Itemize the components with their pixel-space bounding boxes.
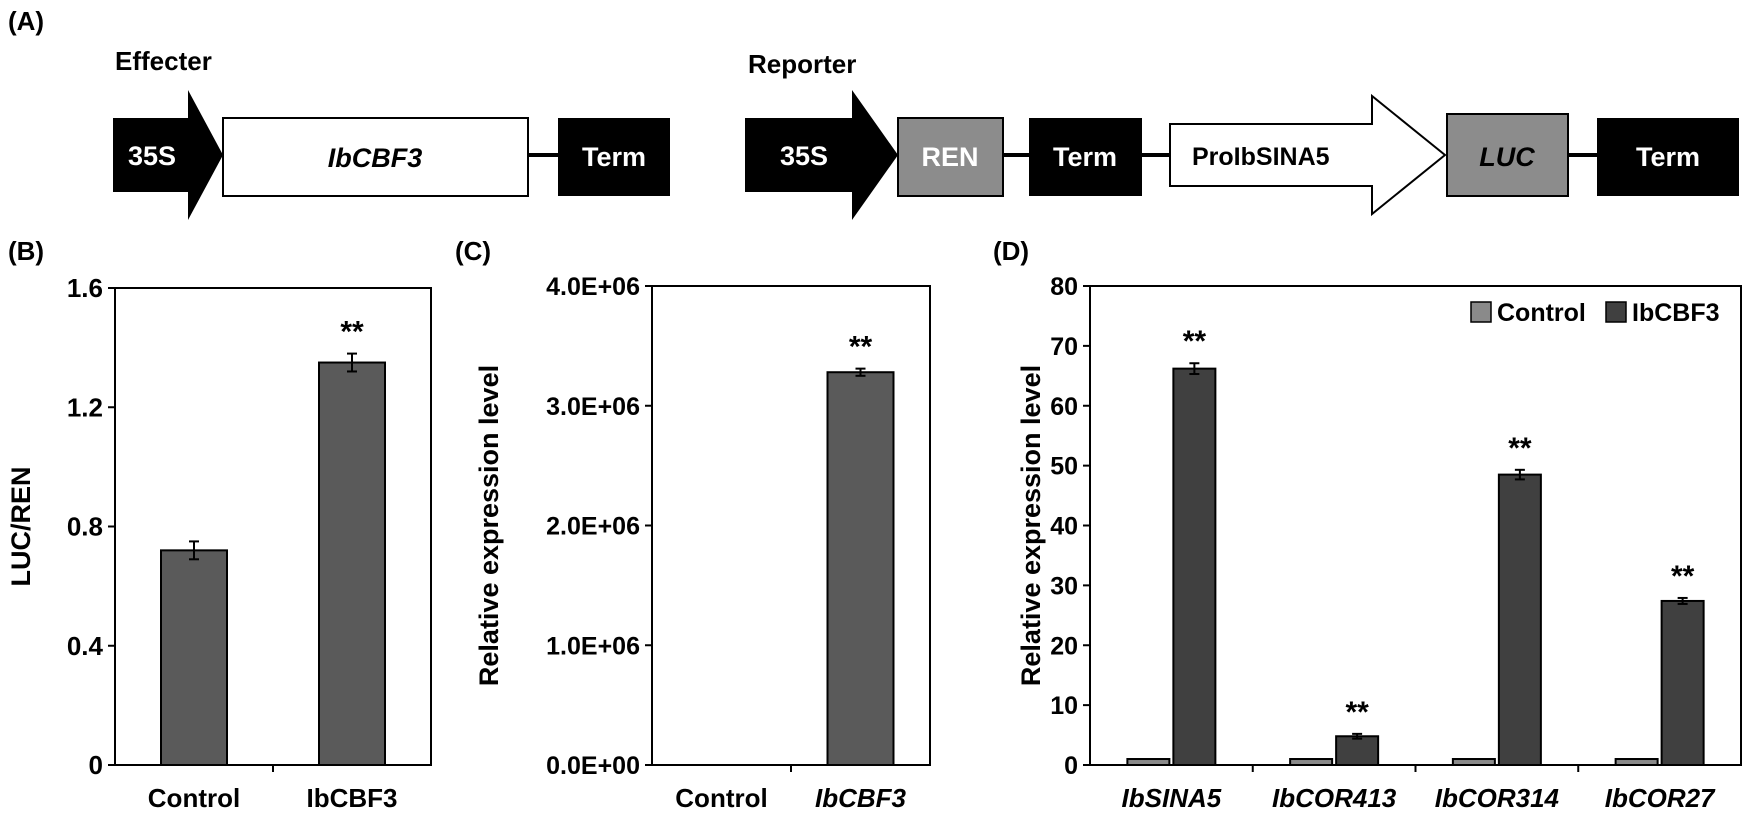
x-category-label: IbCBF3 <box>815 783 907 813</box>
y-tick-label: 60 <box>1050 393 1078 421</box>
effecter-gene-box <box>222 117 529 197</box>
effecter-terminator-box <box>558 118 670 196</box>
reporter-terminator-1-label: Term <box>1053 142 1117 172</box>
bar-ibcbf3 <box>1497 473 1542 766</box>
bar-ibcbf3 <box>1172 367 1217 766</box>
chart-b: 0 0.4 0.8 1.2 1.6 LUC/REN Control IbCBF3 ** <box>6 273 432 813</box>
y-tick-label: 4.0E+06 <box>546 273 640 301</box>
x-category-label: IbCOR413 <box>1272 783 1397 813</box>
reporter-luc-box <box>1446 113 1569 197</box>
y-tick-label: 2.0E+06 <box>546 513 640 541</box>
significance-marker: ** <box>1345 696 1369 729</box>
reporter-terminator-1-box <box>1029 118 1142 196</box>
effecter-construct: Effecter 35S IbCBF3 Term <box>113 46 670 220</box>
significance-marker: ** <box>1508 432 1532 465</box>
x-category-label: Control <box>148 783 240 813</box>
y-tick-label: 30 <box>1050 572 1078 600</box>
x-category-label: IbCOR314 <box>1435 783 1560 813</box>
x-category-label: IbSINA5 <box>1122 783 1222 813</box>
y-tick-label: 20 <box>1050 632 1078 660</box>
reporter-luc-label: LUC <box>1479 142 1535 172</box>
y-axis-label: Relative expression level <box>474 365 504 686</box>
y-tick-label: 1.6 <box>67 273 103 303</box>
chart-d: 0 10 20 30 40 50 60 70 80 Relative expression lev… <box>1016 273 1742 813</box>
bar-ibcbf3 <box>1335 735 1380 767</box>
significance-marker: ** <box>1671 560 1695 593</box>
y-tick-label: 0 <box>89 750 103 780</box>
y-tick-label: 10 <box>1050 692 1078 720</box>
y-tick-label: 40 <box>1050 513 1078 541</box>
reporter-ren-label: REN <box>921 142 978 172</box>
panel-label-c: (C) <box>455 236 491 266</box>
y-tick-label: 1.2 <box>67 392 103 422</box>
x-category-label: IbCBF3 <box>307 783 398 813</box>
bar <box>318 361 386 766</box>
bar-control <box>1614 758 1659 767</box>
y-tick-label: 80 <box>1050 273 1078 301</box>
significance-marker: ** <box>1183 325 1207 358</box>
reporter-title: Reporter <box>748 49 856 79</box>
effecter-gene-label: IbCBF3 <box>328 143 423 173</box>
panel-label-a: (A) <box>8 6 44 36</box>
effecter-promoter-label: 35S <box>128 141 176 171</box>
y-tick-label: 0 <box>1064 752 1078 780</box>
panel-label-d: (D) <box>993 236 1029 266</box>
y-tick-label: 1.0E+06 <box>546 632 640 660</box>
bar <box>160 549 228 766</box>
reporter-construct: Reporter 35S REN Term ProIbSINA5 LUC Ter… <box>745 49 1739 220</box>
y-tick-label: 3.0E+06 <box>546 393 640 421</box>
reporter-terminator-2-box <box>1597 118 1739 196</box>
reporter-promoter-arrow <box>745 90 898 220</box>
reporter-terminator-2-label: Term <box>1636 142 1700 172</box>
effecter-title: Effecter <box>115 46 212 76</box>
y-tick-label: 0.8 <box>67 512 103 542</box>
y-tick-label: 0.0E+00 <box>546 752 640 780</box>
bar-control <box>1451 758 1496 767</box>
y-tick-label: 50 <box>1050 453 1078 481</box>
x-category-label: IbCOR27 <box>1605 783 1716 813</box>
y-axis-label: LUC/REN <box>6 467 36 587</box>
legend-label: Control <box>1497 299 1586 327</box>
chart-c: 0.0E+00 1.0E+06 2.0E+06 3.0E+06 4.0E+06 Relat… <box>474 273 931 813</box>
legend-swatch <box>1470 301 1492 323</box>
bar-control <box>1126 758 1171 767</box>
reporter-ren-box <box>897 117 1004 197</box>
legend-swatch <box>1605 301 1627 323</box>
reporter-promoter-label: 35S <box>780 141 828 171</box>
panel-label-b: (B) <box>8 236 44 266</box>
reporter-promoter-ibsina5-label: ProIbSINA5 <box>1192 143 1330 171</box>
y-tick-label: 0.4 <box>67 631 104 661</box>
bar-control <box>1289 758 1334 767</box>
effecter-promoter-arrow <box>113 90 223 220</box>
legend-label: IbCBF3 <box>1632 299 1720 327</box>
effecter-terminator-label: Term <box>582 142 646 172</box>
bar <box>826 371 895 766</box>
x-category-label: Control <box>675 783 767 813</box>
y-axis-label: Relative expression level <box>1016 365 1046 686</box>
y-tick-label: 70 <box>1050 333 1078 361</box>
reporter-promoter-ibsina5-arrow <box>1169 93 1447 217</box>
bar-ibcbf3 <box>1660 599 1705 766</box>
significance-marker: ** <box>849 331 873 364</box>
significance-marker: ** <box>340 316 364 349</box>
